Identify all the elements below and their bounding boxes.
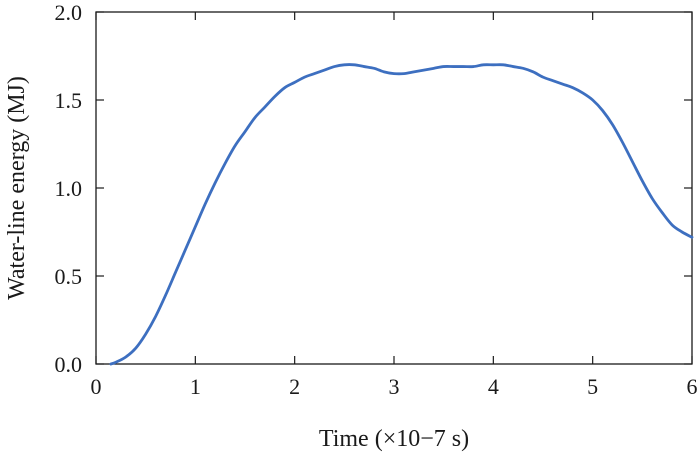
x-tick-label: 1 (190, 374, 201, 399)
axis-ticks (95, 11, 693, 365)
y-tick-label: 2.0 (55, 0, 83, 25)
y-tick-label: 1.0 (55, 176, 83, 201)
y-tick-label: 0.0 (55, 352, 83, 377)
plot-frame (95, 11, 693, 365)
y-tick-label: 1.5 (55, 88, 83, 113)
series-layer (109, 63, 694, 366)
plot-area-border (95, 11, 693, 365)
x-tick-label: 3 (389, 374, 400, 399)
x-tick-label: 2 (289, 374, 300, 399)
x-tick-label: 5 (587, 374, 598, 399)
x-tick-label: 6 (687, 374, 698, 399)
tick-labels: 0 1 2 3 4 5 6 0.0 0.5 1.0 1.5 2.0 (55, 0, 698, 399)
x-tick-label: 0 (91, 374, 102, 399)
x-axis-title: Time (×10−7 s) (319, 426, 469, 452)
y-axis-title: Water-line energy (MJ) (4, 76, 30, 300)
x-tick-label: 4 (488, 374, 499, 399)
series-line-0 (109, 63, 694, 366)
y-tick-label: 0.5 (55, 264, 83, 289)
